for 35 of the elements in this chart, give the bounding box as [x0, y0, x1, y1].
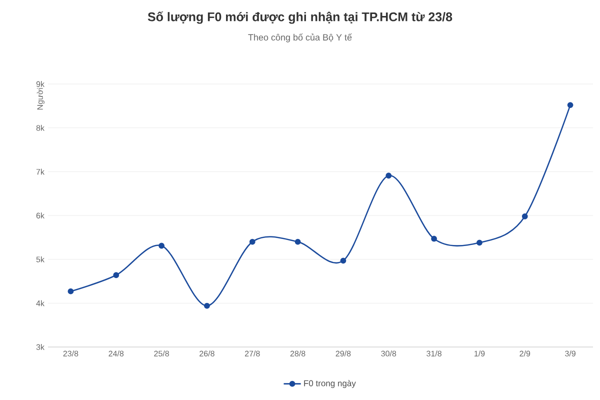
legend-label: F0 trong ngày [304, 380, 356, 388]
x-tick-label: 29/8 [336, 350, 351, 356]
y-tick-label: 5k [36, 256, 44, 262]
point [294, 238, 301, 245]
x-tick-label: 24/8 [108, 350, 124, 356]
x-tick-label: 26/8 [200, 350, 214, 356]
y-tick-label: 8k [36, 124, 44, 131]
x-tick-label: 23/8 [63, 350, 78, 356]
point [522, 213, 528, 220]
point [158, 242, 164, 249]
point [340, 258, 346, 264]
x-tick-label: 31/8 [426, 350, 442, 356]
point [204, 302, 210, 309]
chart-subtitle: Theo công bố của Bộ Y tế [248, 34, 352, 42]
y-tick-label: 9k [36, 81, 44, 87]
point [476, 240, 482, 246]
x-tick-label: 25/8 [154, 350, 169, 356]
point [386, 172, 392, 179]
point [249, 238, 256, 245]
y-tick-label: 4k [36, 300, 44, 306]
x-tick-label: 3/9 [565, 350, 576, 356]
x-tick-label: 30/8 [381, 350, 396, 356]
y-tick-label: 6k [36, 212, 44, 218]
point [68, 288, 74, 294]
x-tick-label: 1/9 [474, 350, 485, 356]
x-tick-label: 27/8 [245, 350, 260, 356]
x-tick-label: 28/8 [290, 350, 306, 356]
x-tick-label: 2/9 [520, 350, 530, 356]
point [567, 102, 574, 108]
y-axis-title: Người [36, 88, 44, 110]
y-tick-label: 3k [36, 344, 44, 350]
point [431, 236, 437, 242]
y-tick-label: 7k [36, 168, 44, 175]
point [113, 272, 120, 278]
chart-title: Số lượng F0 mới được ghi nhận tại TP.HCM từ 23/8 [148, 12, 452, 24]
